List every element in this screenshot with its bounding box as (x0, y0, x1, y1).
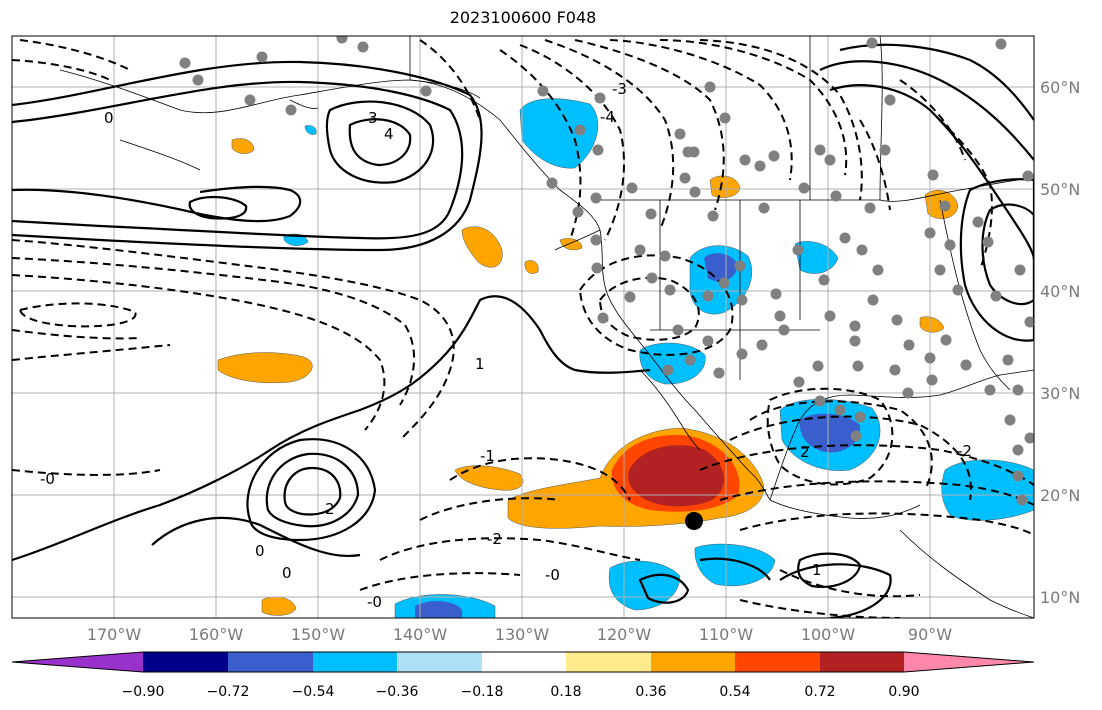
contour-label: 0 (282, 564, 292, 582)
colorbar-tick-label: 0.18 (550, 684, 581, 700)
longitude-labels: 170°W 160°W 150°W 140°W 130°W 120°W 110°… (87, 625, 952, 644)
contour-label: -1 (480, 447, 495, 465)
colorbar-tick-label: 0.36 (635, 684, 666, 700)
lon-label: 100°W (801, 625, 856, 644)
contour-label: 4 (384, 125, 394, 143)
lon-label: 120°W (597, 625, 652, 644)
colorbar-segment (651, 652, 735, 672)
colorbar-segment (735, 652, 820, 672)
lon-label: 140°W (393, 625, 448, 644)
lat-label: 50°N (1040, 180, 1080, 199)
colorbar-tick-label: 0.54 (719, 684, 750, 700)
lon-label: 170°W (87, 625, 142, 644)
contour-label: 1 (812, 561, 822, 579)
colorbar-segment (228, 652, 313, 672)
colorbar-ticks: −0.90 −0.72 −0.54 −0.36 −0.18 0.18 0.36 … (122, 684, 920, 700)
colorbar: −0.90 −0.72 −0.54 −0.36 −0.18 0.18 0.36 … (11, 651, 1035, 700)
lon-label: 130°W (495, 625, 550, 644)
colorbar-segment (820, 652, 904, 672)
lat-label: 40°N (1040, 282, 1080, 301)
contour-label: -0 (40, 470, 55, 488)
colorbar-segment (143, 652, 228, 672)
colorbar-extend-left (12, 652, 143, 672)
contour-labels: 0 3 4 -3 -4 1 -1 -2 2 0 -2 -0 1 -0 2 -0 … (40, 80, 972, 611)
colorbar-tick-label: −0.90 (122, 684, 165, 700)
map-content: 0 3 4 -3 -4 1 -1 -2 2 0 -2 -0 1 -0 2 -0 … (12, 36, 1034, 618)
storm-center-marker (685, 512, 703, 530)
contour-label: -2 (487, 530, 502, 548)
contour-label: 2 (800, 443, 810, 461)
contour-label: -0 (545, 566, 560, 584)
colorbar-tick-label: −0.72 (207, 684, 250, 700)
colorbar-tick-label: −0.54 (292, 684, 335, 700)
map-frame (11, 35, 1035, 619)
map-title: 2023100600 F048 (449, 8, 597, 27)
lon-label: 110°W (699, 625, 754, 644)
colorbar-segment (566, 652, 651, 672)
colorbar-tick-label: −0.18 (461, 684, 504, 700)
lon-label: 90°W (908, 625, 952, 644)
contour-label: 2 (325, 500, 335, 518)
contour-label: -0 (367, 593, 382, 611)
lat-label: 60°N (1040, 78, 1080, 97)
contour-label: 1 (475, 355, 485, 373)
contour-label: 0 (104, 109, 114, 127)
contour-label: -3 (612, 80, 627, 98)
lat-label: 30°N (1040, 384, 1080, 403)
colorbar-segment (313, 652, 397, 672)
lon-label: 160°W (189, 625, 244, 644)
latitude-labels: 60°N 50°N 40°N 30°N 20°N 10°N (1040, 78, 1080, 607)
lon-label: 150°W (291, 625, 346, 644)
contour-label: -4 (600, 108, 615, 126)
colorbar-segment (482, 652, 566, 672)
colorbar-tick-label: 0.72 (804, 684, 835, 700)
contour-label: 0 (255, 542, 265, 560)
contours-negative (12, 39, 1034, 618)
lat-label: 20°N (1040, 486, 1080, 505)
contour-label: -2 (957, 442, 972, 460)
contour-label: 3 (368, 109, 378, 127)
colorbar-tick-label: −0.36 (376, 684, 419, 700)
colorbar-tick-label: 0.90 (888, 684, 919, 700)
colorbar-extend-right (904, 652, 1034, 672)
colorbar-segment (397, 652, 482, 672)
contours-positive (12, 43, 1034, 618)
lat-label: 10°N (1040, 588, 1080, 607)
observation-sites (179, 36, 1034, 506)
colorbar-outline (11, 651, 1035, 673)
